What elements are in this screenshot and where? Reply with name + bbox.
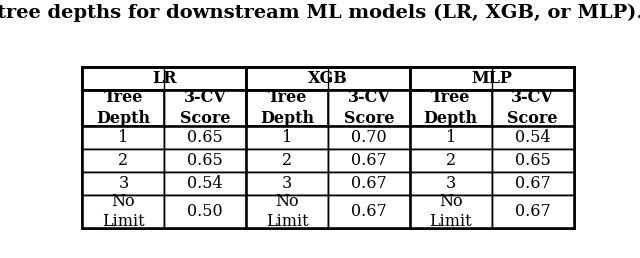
Text: 0.67: 0.67 xyxy=(515,203,550,220)
Bar xyxy=(83,90,164,126)
Text: MLP: MLP xyxy=(471,70,512,87)
Bar xyxy=(410,67,573,90)
Text: 2: 2 xyxy=(282,152,292,169)
Text: 0.67: 0.67 xyxy=(351,203,387,220)
Text: 3: 3 xyxy=(445,175,456,192)
Bar xyxy=(164,126,246,149)
Text: 3-CV
Score: 3-CV Score xyxy=(508,89,558,127)
Text: 1: 1 xyxy=(118,129,129,146)
Text: LR: LR xyxy=(152,70,177,87)
Text: 0.54: 0.54 xyxy=(515,129,550,146)
Text: Tree
Depth: Tree Depth xyxy=(97,89,150,127)
Bar xyxy=(83,67,573,228)
Text: 3-CV
Score: 3-CV Score xyxy=(180,89,230,127)
Bar xyxy=(164,90,246,126)
Bar xyxy=(492,90,573,126)
Bar xyxy=(328,126,410,149)
Text: 0.70: 0.70 xyxy=(351,129,387,146)
Text: 2: 2 xyxy=(118,152,129,169)
Text: 1: 1 xyxy=(282,129,292,146)
Text: 2: 2 xyxy=(445,152,456,169)
Text: 1: 1 xyxy=(445,129,456,146)
Bar xyxy=(410,149,492,172)
Text: 3: 3 xyxy=(282,175,292,192)
Bar xyxy=(492,196,573,228)
Bar xyxy=(492,149,573,172)
Text: 0.65: 0.65 xyxy=(188,152,223,169)
Bar xyxy=(328,172,410,196)
Bar xyxy=(410,196,492,228)
Text: 0.67: 0.67 xyxy=(515,175,550,192)
Text: No
Limit: No Limit xyxy=(102,192,145,230)
Text: tree depths for downstream ML models (LR, XGB, or MLP).: tree depths for downstream ML models (LR… xyxy=(0,4,640,22)
Bar xyxy=(328,149,410,172)
Text: Tree
Depth: Tree Depth xyxy=(424,89,478,127)
Bar xyxy=(410,126,492,149)
Text: No
Limit: No Limit xyxy=(266,192,308,230)
Text: 0.67: 0.67 xyxy=(351,175,387,192)
Text: 3-CV
Score: 3-CV Score xyxy=(344,89,394,127)
Bar xyxy=(164,149,246,172)
Bar xyxy=(164,172,246,196)
Bar xyxy=(246,90,328,126)
Bar xyxy=(492,172,573,196)
Bar xyxy=(328,90,410,126)
Text: 0.50: 0.50 xyxy=(188,203,223,220)
Text: 0.67: 0.67 xyxy=(351,152,387,169)
Bar xyxy=(164,196,246,228)
Bar xyxy=(410,172,492,196)
Text: No
Limit: No Limit xyxy=(429,192,472,230)
Bar xyxy=(83,172,164,196)
Bar xyxy=(410,90,492,126)
Bar xyxy=(328,196,410,228)
Text: 0.54: 0.54 xyxy=(188,175,223,192)
Text: XGB: XGB xyxy=(308,70,348,87)
Text: 0.65: 0.65 xyxy=(515,152,550,169)
Bar xyxy=(83,149,164,172)
Text: 3: 3 xyxy=(118,175,129,192)
Text: 0.65: 0.65 xyxy=(188,129,223,146)
Bar xyxy=(83,67,246,90)
Bar xyxy=(246,126,328,149)
Bar xyxy=(246,149,328,172)
Text: Tree
Depth: Tree Depth xyxy=(260,89,314,127)
Bar xyxy=(492,126,573,149)
Bar xyxy=(83,126,164,149)
Bar xyxy=(83,196,164,228)
Bar xyxy=(246,196,328,228)
Bar xyxy=(246,172,328,196)
Bar xyxy=(246,67,410,90)
